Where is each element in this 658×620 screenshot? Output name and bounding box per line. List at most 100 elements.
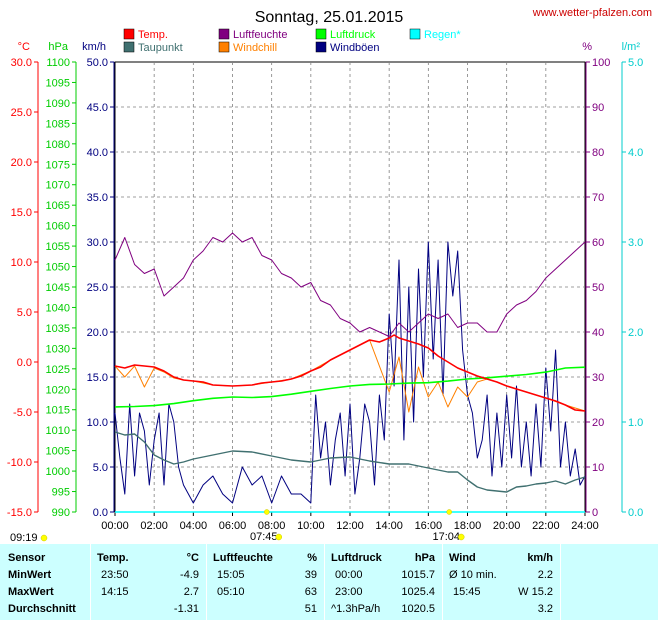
- stats-time: 05:10: [217, 586, 245, 598]
- stats-time: 23:50: [101, 569, 129, 581]
- legend-label: Temp.: [138, 29, 168, 41]
- stats-header-sensor: Sensor: [8, 552, 46, 564]
- temp-axis-tick-label: 25.0: [11, 107, 32, 119]
- temp-axis-tick-label: -15.0: [7, 507, 32, 519]
- stats-wind-avg10: Ø 10 min. 2.2: [443, 567, 561, 583]
- legend-label: Regen*: [424, 29, 461, 41]
- wind-axis-tick-label: 45.0: [87, 102, 108, 114]
- legend-label: Luftdruck: [330, 29, 376, 41]
- sunset-icon: [457, 533, 465, 541]
- humidity-axis-tick-label: 30: [592, 372, 604, 384]
- legend-swatch: [218, 28, 230, 40]
- humidity-axis-tick-label: 0: [592, 507, 598, 519]
- stats-row-label: Durchschnitt: [8, 603, 76, 615]
- legend-label: Windchill: [233, 42, 277, 54]
- stats-value: 39: [304, 569, 317, 581]
- temp-axis-tick-label: -5.0: [13, 407, 32, 419]
- stats-value: -4.9: [180, 569, 199, 581]
- legend-swatch: [315, 28, 327, 40]
- pressure-axis-tick-label: 990: [52, 507, 70, 519]
- stats-time: 14:15: [101, 586, 129, 598]
- site-link[interactable]: www.wetter-pfalzen.com: [532, 7, 652, 19]
- stats-header-humidity: Luftfeuchte: [213, 552, 273, 564]
- time-tick-label: 14:00: [375, 520, 403, 532]
- pressure-axis-tick-label: 1095: [46, 77, 70, 89]
- stats-wind-max: 15:45 W 15.2: [443, 584, 561, 600]
- rain-axis-tick-label: 0.0: [628, 507, 643, 519]
- time-tick-label: 08:00: [258, 520, 286, 532]
- pressure-axis-tick-label: 1070: [46, 180, 70, 192]
- stats-header-pressure-row: Luftdruck hPa: [325, 550, 443, 566]
- stats-pressure-min: 00:00 1015.7: [325, 567, 443, 583]
- stats-row-label: MinWert: [8, 569, 52, 581]
- stats-header-wind: Wind: [449, 552, 476, 564]
- pressure-axis-tick-label: 1055: [46, 241, 70, 253]
- stats-wind-avg: 3.2: [443, 601, 561, 617]
- stats-temp-min: 23:50 -4.9: [91, 567, 207, 583]
- humidity-axis-tick-label: 20: [592, 417, 604, 429]
- stats-header-wind-row: Wind km/h: [443, 550, 561, 566]
- humidity-axis-unit: %: [582, 41, 592, 53]
- time-tick-label: 02:00: [140, 520, 168, 532]
- stats-col-pressure: Luftdruck hPa 00:00 1015.7 23:00 1025.4 …: [324, 544, 443, 620]
- wind-axis-unit: km/h: [82, 41, 106, 53]
- stats-pressure-max: 23:00 1025.4: [325, 584, 443, 600]
- stats-value: W 15.2: [518, 586, 553, 598]
- rain-axis-tick-label: 3.0: [628, 237, 643, 249]
- wind-axis-tick-label: 0.0: [93, 507, 108, 519]
- legend-label: Windböen: [330, 42, 380, 54]
- stats-value: 1025.4: [401, 586, 435, 598]
- pressure-axis-tick-label: 1090: [46, 98, 70, 110]
- pressure-axis-tick-label: 1005: [46, 446, 70, 458]
- temp-axis-tick-label: 10.0: [11, 257, 32, 269]
- stats-time: 15:05: [217, 569, 245, 581]
- series-line: [114, 334, 586, 412]
- sunrise-time: 07:45: [250, 531, 278, 543]
- sun-icon: [40, 534, 48, 542]
- stats-header-temp-row: Temp. °C: [91, 550, 207, 566]
- pressure-axis-tick-label: 1015: [46, 405, 70, 417]
- wind-axis-tick-label: 10.0: [87, 417, 108, 429]
- time-tick-label: 18:00: [454, 520, 482, 532]
- series-line: [114, 232, 586, 337]
- legend-swatch: [123, 41, 135, 53]
- stats-col-humidity: Luftfeuchte % 15:05 39 05:10 63 51: [206, 544, 325, 620]
- stats-header-humidity-row: Luftfeuchte %: [207, 550, 325, 566]
- sunset-dot: [446, 509, 452, 515]
- wind-axis-tick-label: 50.0: [87, 57, 108, 69]
- pressure-axis-tick-label: 1000: [46, 466, 70, 478]
- humidity-axis-tick-label: 60: [592, 237, 604, 249]
- stats-humidity-min: 15:05 39: [207, 567, 325, 583]
- humidity-axis-tick-label: 40: [592, 327, 604, 339]
- temp-axis-unit: °C: [18, 41, 30, 53]
- humidity-axis-tick-label: 70: [592, 192, 604, 204]
- temp-axis-tick-label: 5.0: [17, 307, 32, 319]
- rain-axis-tick-label: 5.0: [628, 57, 643, 69]
- time-tick-label: 16:00: [415, 520, 443, 532]
- temp-axis-tick-label: 30.0: [11, 57, 32, 69]
- stats-table: Sensor MinWert MaxWert Durchschnitt Temp…: [0, 544, 658, 620]
- sunrise-dot: [264, 509, 270, 515]
- temp-axis-tick-label: 15.0: [11, 207, 32, 219]
- stats-row-label: MaxWert: [8, 586, 54, 598]
- sunset-time: 17:04: [432, 531, 460, 543]
- time-tick-label: 22:00: [532, 520, 560, 532]
- pressure-axis-tick-label: 1065: [46, 200, 70, 212]
- stats-value: 1020.5: [401, 603, 435, 615]
- wind-axis-tick-label: 35.0: [87, 192, 108, 204]
- rain-axis-tick-label: 1.0: [628, 417, 643, 429]
- rain-axis-tick-label: 4.0: [628, 147, 643, 159]
- series-line: [114, 366, 586, 408]
- sunrise-icon: [275, 533, 283, 541]
- chart-title: Sonntag, 25.01.2015: [255, 9, 404, 26]
- time-tick-label: 20:00: [493, 520, 521, 532]
- time-tick-label: 04:00: [180, 520, 208, 532]
- stats-header-temp-unit: °C: [186, 552, 199, 564]
- stats-header-temp: Temp.: [97, 552, 129, 564]
- stats-value: 1015.7: [401, 569, 435, 581]
- stats-pressure-avg: ^1.3hPa/h 1020.5: [325, 601, 443, 617]
- pressure-axis-tick-label: 1075: [46, 159, 70, 171]
- stats-col-temp: Temp. °C 23:50 -4.9 14:15 2.7 -1.31: [90, 544, 207, 620]
- stats-time: 15:45: [453, 586, 481, 598]
- stats-time: 00:00: [335, 569, 363, 581]
